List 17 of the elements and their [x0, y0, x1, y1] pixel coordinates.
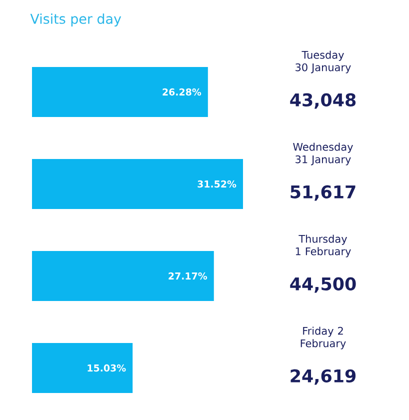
data-label: 27.17%	[168, 272, 208, 280]
bar	[32, 67, 208, 117]
y-tick-label: Friday 2 February	[300, 326, 346, 350]
text: 24,619	[290, 369, 356, 385]
y-tick-label: Tuesday 30 January	[296, 50, 351, 74]
text: 44,500	[290, 277, 356, 293]
text: 43,048	[290, 93, 356, 109]
y-tick-label: Wednesday 31 January	[293, 142, 353, 166]
bar	[32, 343, 133, 394]
bar	[32, 159, 243, 210]
y-tick-label: Thursday 1 February	[296, 234, 351, 258]
data-label: 26.28%	[162, 88, 202, 96]
bar	[32, 251, 214, 302]
data-label: 31.52%	[198, 180, 236, 188]
data-label: 15.03%	[88, 364, 126, 372]
chart-title: Visits per day	[30, 13, 122, 26]
text: 51,617	[290, 185, 356, 201]
